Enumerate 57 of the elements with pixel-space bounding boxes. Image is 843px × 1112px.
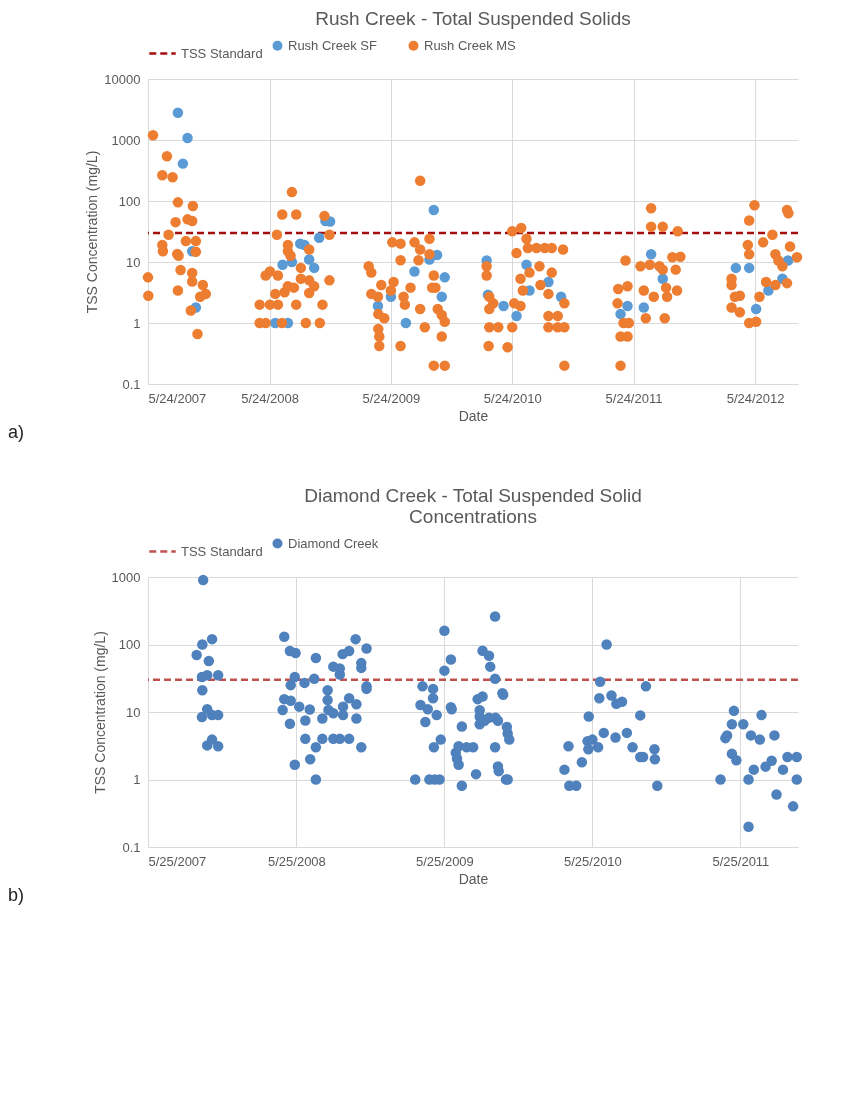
point [730,262,742,274]
x-tick-label: 5/24/2007 [148,390,207,406]
point [303,254,315,265]
point [657,273,668,285]
y-tick-label: 10000 [104,71,141,87]
legend-label: Rush Creek MS [424,37,517,53]
x-tick-label: 5/25/2009 [415,853,474,869]
x-tick-label: 5/25/2007 [148,853,207,869]
point [439,272,450,283]
x-tick-label: 5/24/2011 [605,390,663,406]
point [277,259,288,271]
y-tick-label: 1 [133,772,141,787]
point [182,132,193,144]
point [177,158,189,169]
point [172,107,184,118]
y-tick-label: 1000 [111,569,141,585]
point [308,262,320,274]
point [498,300,509,312]
x-tick-label: 5/24/2010 [483,390,542,406]
point [436,291,448,302]
legend-label: TSS Standard [181,45,263,61]
text: b) [8,885,25,905]
point [638,302,650,313]
legend-label: Rush Creek SF [288,37,377,53]
text: a) [8,422,25,442]
chart-title: Diamond Creek - Total Suspended Solid Concentrations [304,485,642,527]
chart-title: Rush Creek - Total Suspended Solids [315,8,631,29]
x-tick-label: 5/25/2008 [267,853,326,869]
y-tick-label: 0.1 [122,839,141,855]
point [409,266,420,277]
point [615,308,626,320]
x-tick-label: 5/24/2009 [362,390,421,406]
y-tick-label: 1000 [111,132,141,148]
point [511,310,522,322]
point [645,249,657,260]
x-tick-label: 5/24/2012 [726,390,785,406]
x-tick-label: 5/25/2011 [712,853,770,869]
legend-label: Diamond Creek [288,535,379,551]
point [743,262,755,274]
point [750,303,762,315]
point [622,300,633,312]
x-tick-label: 5/24/2008 [241,390,300,406]
y-tick-label: 0.1 [122,376,141,392]
x-axis-title: Date [458,407,489,424]
x-axis-title: Date [458,870,489,887]
point [400,317,412,329]
y-tick-label: 10 [126,254,141,270]
y-tick-label: 10 [126,704,141,720]
y-axis-title: TSS Concentration (mg/L) [84,150,101,314]
point [428,204,440,216]
y-tick-label: 1 [133,315,141,331]
y-axis-title: TSS Concentration (mg/L) [91,631,108,794]
legend-label: TSS Standard [181,543,263,559]
x-tick-label: 5/25/2010 [563,853,622,869]
y-tick-label: 100 [118,193,141,209]
point [313,232,325,243]
y-tick-label: 100 [118,637,141,652]
